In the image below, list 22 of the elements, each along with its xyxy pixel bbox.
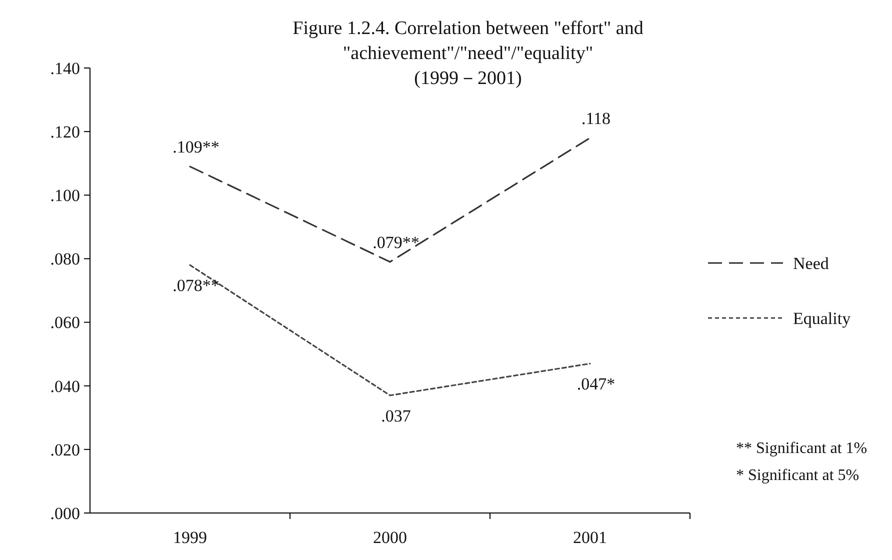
data-label: .078** <box>172 276 220 296</box>
y-tick-label: .040 <box>50 376 80 396</box>
y-tick-label: .100 <box>50 186 80 206</box>
data-label: .109** <box>172 138 220 157</box>
legend-label: Equality <box>793 308 852 328</box>
y-tick-label: .060 <box>50 313 80 332</box>
y-tick-label: .140 <box>50 58 80 78</box>
x-tick-label: 2001 <box>573 528 607 547</box>
data-label: .037 <box>381 406 412 426</box>
x-tick-label: 2000 <box>373 528 407 547</box>
data-label: .079** <box>372 232 420 252</box>
x-tick-label: 1999 <box>173 528 207 547</box>
text: * Significant at 5% <box>736 467 860 484</box>
data-label: .047* <box>576 374 616 394</box>
y-tick-label: .080 <box>50 250 80 269</box>
legend-label: Need <box>793 254 830 273</box>
y-tick-label: .000 <box>50 504 80 523</box>
chart-title: Figure 1.2.4. Correlation between "effort" and "achievement"/"need"/"equality" (1999－2001) <box>292 18 644 89</box>
text: ** Significant at 1% <box>736 440 868 457</box>
y-tick-label: .120 <box>50 122 80 142</box>
y-tick-label: .020 <box>50 440 80 460</box>
data-label: .118 <box>581 108 611 128</box>
